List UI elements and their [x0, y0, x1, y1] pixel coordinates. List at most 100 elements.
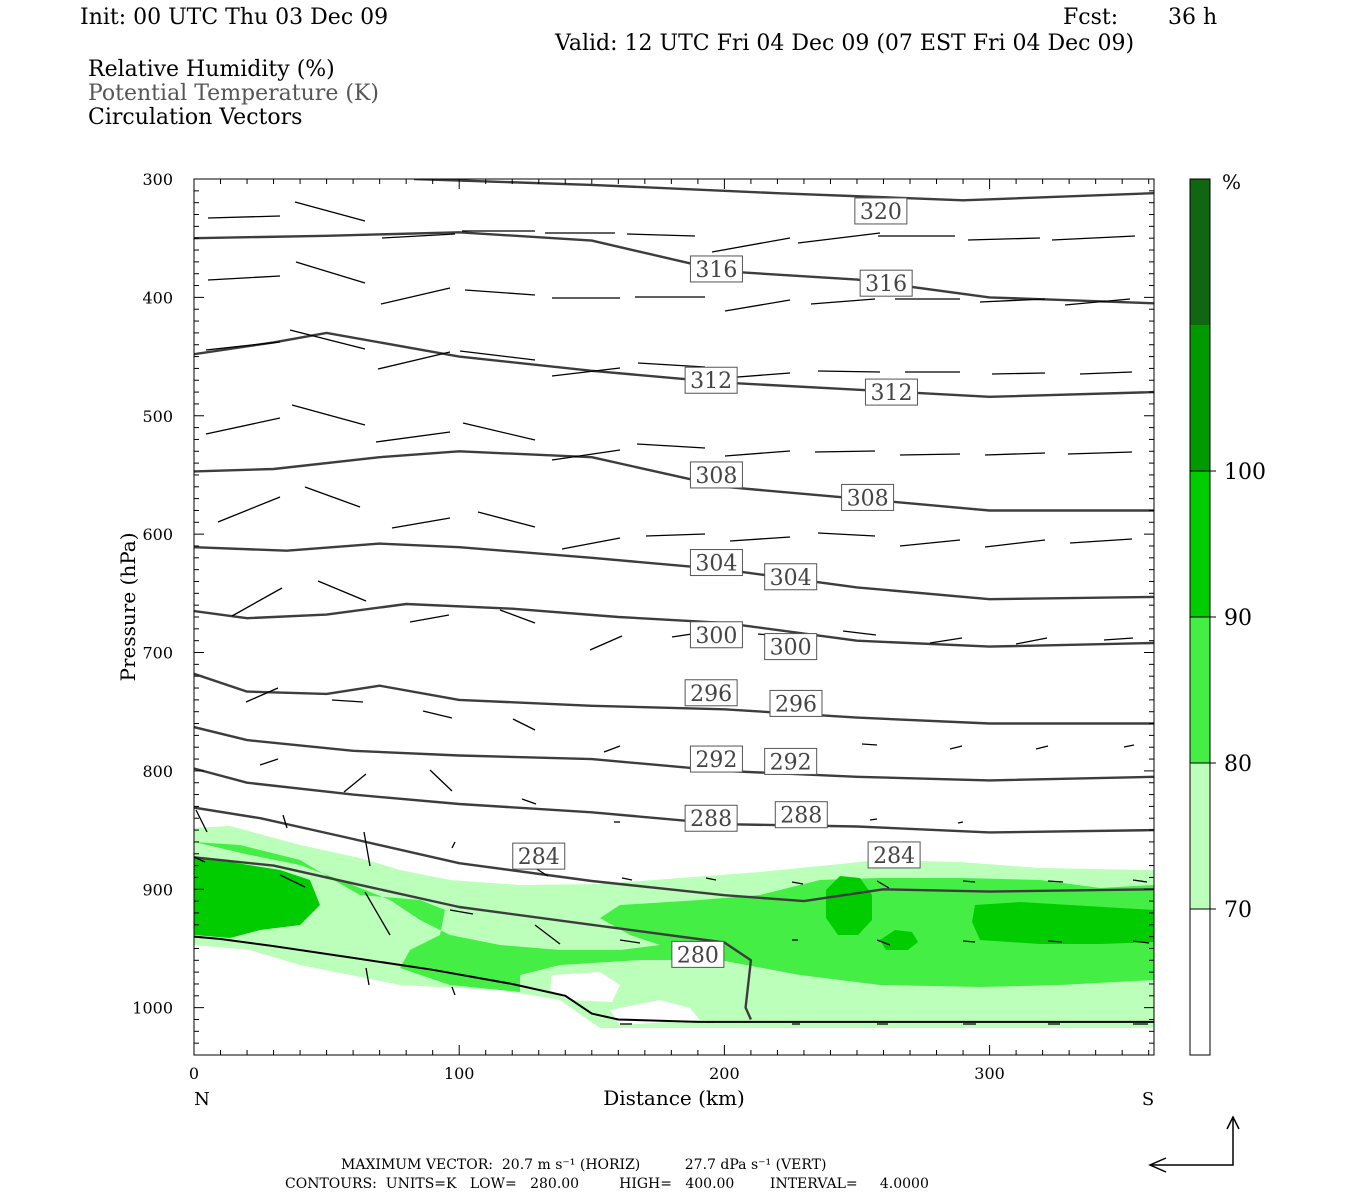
colorbar-level-label: 100 [1224, 460, 1266, 485]
rh-90-100-core-mid [826, 876, 872, 935]
colorbar-segment [1190, 179, 1210, 325]
rh-90-100-core-west [194, 858, 320, 938]
theta-label-text: 316 [695, 258, 737, 283]
theta-label-text: 300 [695, 624, 737, 649]
theta-contour-284 [194, 806, 1154, 903]
y-tick-label: 300 [142, 170, 173, 189]
forecast-label: Fcst: [1063, 5, 1119, 30]
theta-label: 308 [841, 483, 895, 511]
theta-label: 296 [684, 679, 738, 707]
y-tick-label: 500 [142, 407, 173, 426]
theta-contour-300 [194, 602, 1154, 648]
y-tick-label: 900 [142, 880, 173, 899]
colorbar-level-label: 80 [1224, 752, 1252, 777]
colorbar-segment [1190, 325, 1210, 471]
theta-label: 312 [864, 378, 918, 406]
theta-label-text: 304 [770, 566, 812, 591]
theta-label: 288 [774, 801, 828, 829]
theta-contour-288 [194, 767, 1154, 834]
theta-label: 292 [689, 745, 743, 773]
theta-label-text: 280 [677, 943, 719, 968]
theta-label-text: 296 [775, 692, 817, 717]
theta-label: 280 [671, 940, 725, 968]
theta-contour-labels: 320 316 316 312 312 308 308 304 304 300 300 296 296 2… [512, 197, 921, 968]
theta-contour-280 [194, 856, 753, 1020]
theta-label: 300 [689, 621, 743, 649]
theta-label: 288 [684, 804, 738, 832]
max-vector-note: MAXIMUM VECTOR: 20.7 m s⁻¹ (HORIZ) 27.7 … [341, 1157, 827, 1173]
theta-label: 316 [859, 269, 913, 297]
theta-label-text: 308 [695, 464, 737, 489]
theta-label-text: 288 [780, 804, 822, 829]
theta-label-text: 300 [770, 636, 812, 661]
colorbar-level-label: 90 [1224, 606, 1252, 631]
theta-label-text: 308 [847, 486, 889, 511]
colorbar-segment [1190, 909, 1210, 1055]
colorbar-level-label: 70 [1224, 898, 1252, 923]
axes: 300 400 500 600 700 800 900 1000 0 100 200 300 N S Dis… [116, 170, 1154, 1110]
theta-label-text: 292 [695, 748, 737, 773]
theta-label-text: 292 [770, 750, 812, 775]
rh-dry-pocket-1 [550, 972, 620, 1002]
theta-label-text: 284 [873, 844, 915, 869]
reference-vector-icon [1148, 1115, 1240, 1173]
terrain-surface [194, 935, 1154, 1023]
x-tick-label: 0 [189, 1064, 199, 1083]
theta-label: 284 [512, 842, 566, 870]
theta-label-text: 296 [690, 682, 732, 707]
theta-label: 304 [689, 549, 743, 577]
legend-potential-temperature: Potential Temperature (K) [88, 81, 379, 106]
y-tick-label: 400 [142, 288, 173, 307]
theta-contour-316 [194, 231, 1154, 305]
x-tick-label: 300 [974, 1064, 1005, 1083]
colorbar-segment [1190, 471, 1210, 617]
humidity-colorbar: 70 80 90 100% [1189, 170, 1266, 1056]
theta-label: 292 [764, 747, 818, 775]
legend-relative-humidity: Relative Humidity (%) [88, 57, 335, 82]
theta-label: 308 [689, 461, 743, 489]
x-end-label-north: N [194, 1089, 210, 1110]
theta-label: 320 [854, 197, 908, 225]
terrain-line [194, 935, 1154, 1023]
y-tick-label: 700 [142, 644, 173, 663]
y-tick-label: 800 [142, 762, 173, 781]
x-tick-label: 200 [709, 1064, 740, 1083]
rh-80-90-region [194, 842, 1154, 992]
theta-contour-304 [194, 542, 1154, 601]
x-end-label-south: S [1142, 1089, 1154, 1110]
contour-info-note: CONTOURS: UNITS=K LOW= 280.00 HIGH= 400.… [285, 1176, 929, 1192]
theta-contours [194, 179, 1154, 1020]
theta-label: 316 [689, 255, 743, 283]
theta-label: 296 [769, 689, 823, 717]
theta-label-text: 312 [690, 369, 732, 394]
colorbar-unit: % [1222, 170, 1241, 194]
valid-time: Valid: 12 UTC Fri 04 Dec 09 (07 EST Fri … [555, 31, 1135, 56]
theta-label: 312 [684, 366, 738, 394]
y-tick-label: 1000 [132, 999, 173, 1018]
forecast-hour: 36 h [1168, 5, 1218, 30]
theta-contour-296 [194, 672, 1154, 725]
rh-90-100-core-east [972, 902, 1154, 944]
theta-label-text: 284 [518, 845, 560, 870]
theta-contour-292 [194, 725, 1154, 782]
colorbar-segment [1190, 763, 1210, 909]
y-tick-label: 600 [142, 525, 173, 544]
theta-label: 300 [764, 633, 818, 661]
theta-label-text: 312 [870, 381, 912, 406]
x-axis-title: Distance (km) [603, 1086, 745, 1110]
theta-label-text: 288 [690, 807, 732, 832]
colorbar-segment [1190, 617, 1210, 763]
x-tick-label: 100 [444, 1064, 475, 1083]
theta-label: 284 [867, 841, 921, 869]
legend-circulation-vectors: Circulation Vectors [88, 105, 303, 130]
theta-label: 304 [764, 563, 818, 591]
init-time: Init: 00 UTC Thu 03 Dec 09 [80, 5, 389, 30]
theta-contour-320 [414, 179, 1154, 202]
theta-label-text: 304 [695, 552, 737, 577]
y-axis-title: Pressure (hPa) [116, 533, 140, 682]
theta-contour-308 [194, 450, 1154, 512]
theta-label-text: 316 [865, 272, 907, 297]
theta-label-text: 320 [860, 200, 902, 225]
